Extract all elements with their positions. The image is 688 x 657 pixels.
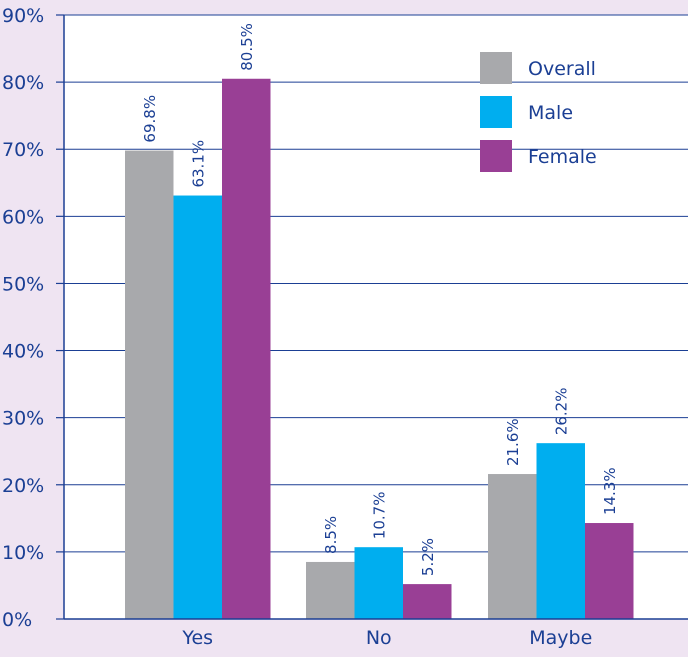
data-labels: 69.8% 63.1% 80.5% 8.5% 10.7% 5.2% 21.6% 26.2% 14… bbox=[141, 23, 619, 576]
axes: 0% 10% 20% 30% 40% 50% 60% 70% 80% 90% Yes No Maybe bbox=[2, 5, 688, 649]
legend-label-male: Male bbox=[528, 102, 573, 124]
bar-overall-no bbox=[306, 561, 355, 619]
bars bbox=[125, 78, 634, 620]
data-label: 63.1% bbox=[190, 140, 208, 188]
x-tick-label: Maybe bbox=[529, 627, 592, 649]
y-tick-label: 20% bbox=[2, 475, 44, 497]
y-tick-label: 90% bbox=[2, 5, 44, 27]
bar-male-no bbox=[354, 547, 403, 619]
data-label: 21.6% bbox=[504, 418, 522, 466]
bar-overall-yes bbox=[125, 150, 174, 619]
bar-male-maybe bbox=[536, 443, 585, 619]
legend-swatch-female bbox=[480, 140, 512, 172]
y-tick-label: 80% bbox=[2, 72, 44, 94]
legend-swatch-male bbox=[480, 96, 512, 128]
y-tick-label: 30% bbox=[2, 408, 44, 430]
data-label: 26.2% bbox=[553, 388, 571, 436]
y-tick-label: 0% bbox=[2, 609, 32, 631]
legend-swatch-overall bbox=[480, 52, 512, 84]
bar-male-yes bbox=[173, 195, 222, 620]
legend: Overall Male Female bbox=[480, 52, 597, 172]
legend-label-female: Female bbox=[528, 146, 597, 168]
data-label: 10.7% bbox=[371, 492, 389, 540]
bar-female-yes bbox=[222, 78, 271, 619]
y-tick-label: 10% bbox=[2, 542, 44, 564]
data-label: 5.2% bbox=[419, 538, 437, 576]
y-tick-label: 60% bbox=[2, 206, 44, 228]
bar-female-maybe bbox=[585, 523, 634, 619]
legend-label-overall: Overall bbox=[528, 58, 596, 80]
bar-overall-maybe bbox=[488, 474, 537, 619]
bar-female-no bbox=[403, 584, 452, 619]
x-tick-label: Yes bbox=[181, 627, 213, 649]
y-tick-label: 40% bbox=[2, 341, 44, 363]
data-label: 8.5% bbox=[322, 516, 340, 554]
y-tick-label: 50% bbox=[2, 273, 44, 295]
y-tick-label: 70% bbox=[2, 139, 44, 161]
data-label: 80.5% bbox=[238, 23, 256, 71]
x-tick-label: No bbox=[366, 627, 392, 649]
data-label: 14.3% bbox=[601, 467, 619, 515]
data-label: 69.8% bbox=[141, 95, 159, 143]
